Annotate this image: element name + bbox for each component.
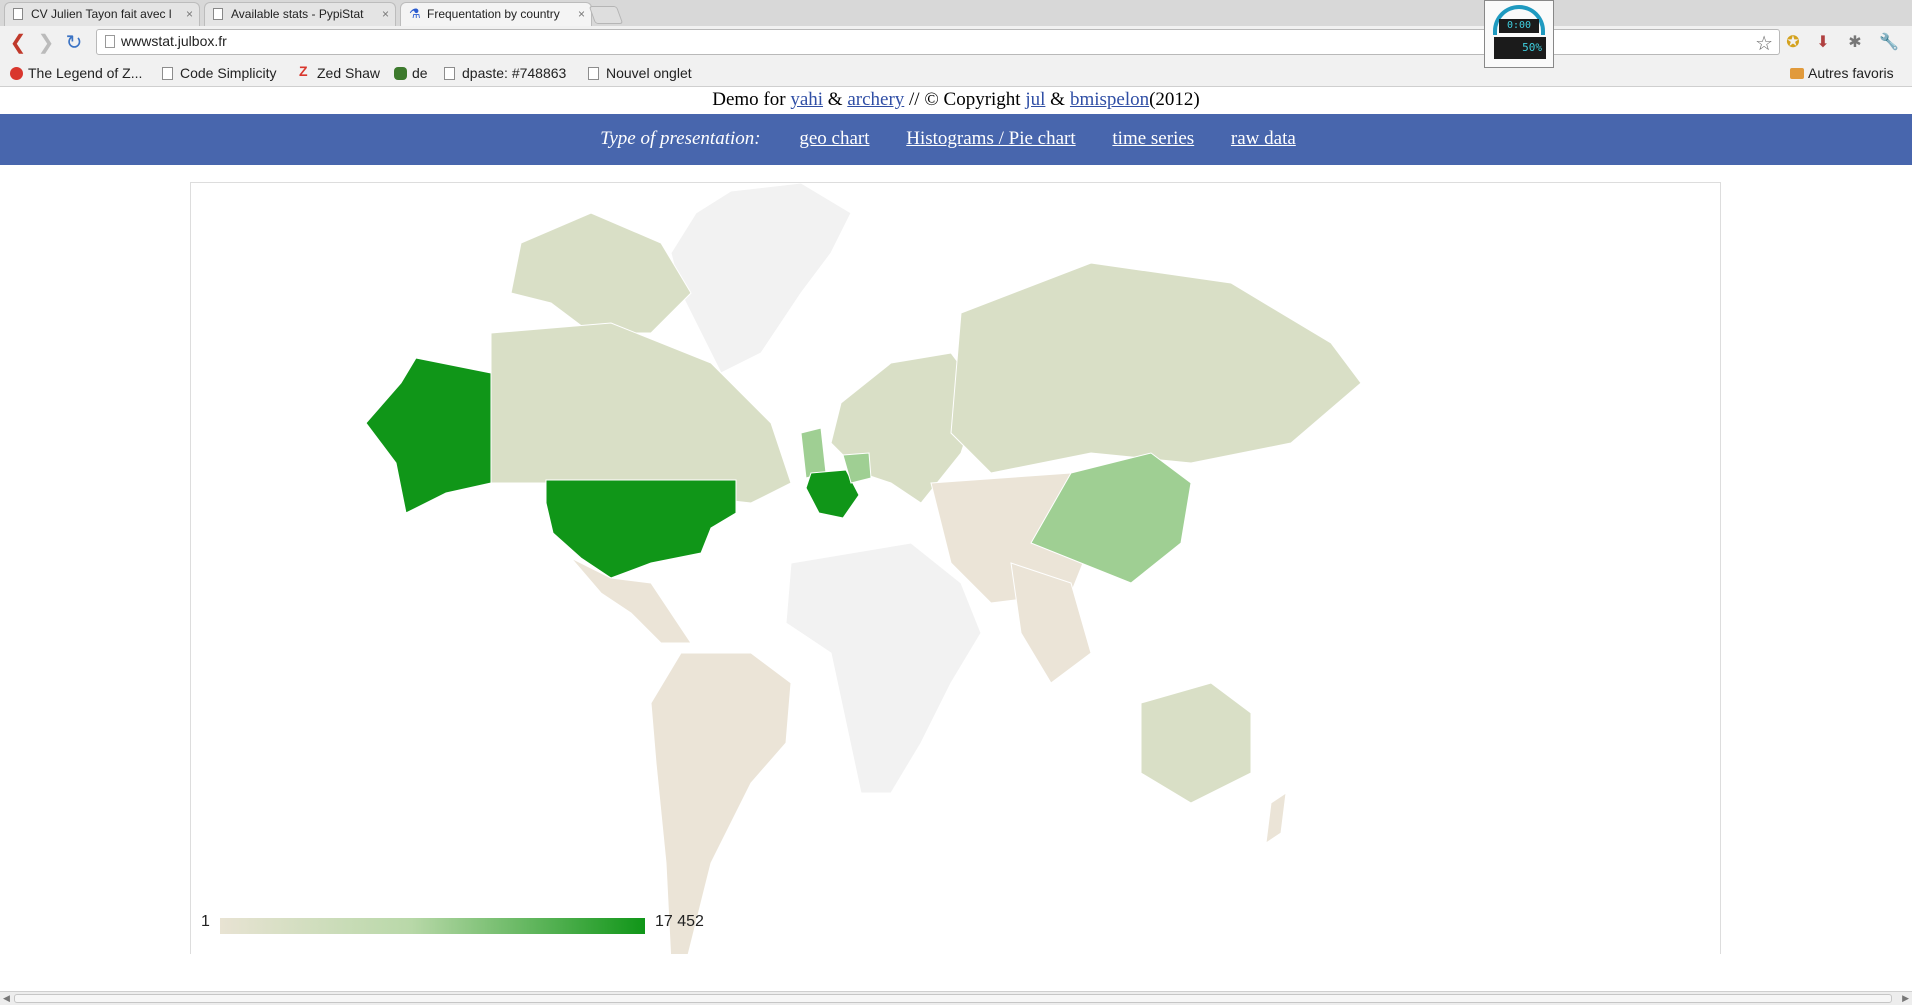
- bookmark-legend-of-zelda[interactable]: The Legend of Z...: [10, 63, 142, 83]
- bookmark-de[interactable]: de: [394, 63, 428, 83]
- bmispelon-link[interactable]: bmispelon: [1069, 89, 1150, 110]
- page-icon: [588, 67, 599, 80]
- demo-prefix: Demo for: [712, 89, 786, 110]
- jul-link[interactable]: jul: [1025, 89, 1046, 110]
- nav-time-series[interactable]: time series: [1112, 128, 1195, 149]
- page-icon: [162, 67, 173, 80]
- ampersand: &: [1050, 89, 1065, 110]
- nav-geo-chart[interactable]: geo chart: [799, 128, 870, 149]
- page-icon: [213, 8, 223, 20]
- tab-title: Frequentation by country: [427, 7, 560, 21]
- bookmark-nouvel-onglet[interactable]: Nouvel onglet: [588, 63, 692, 83]
- de-icon: [394, 67, 407, 80]
- presentation-nav: Type of presentation: geo chart Histogra…: [0, 114, 1912, 165]
- tab-strip: CV Julien Tayon fait avec l × Available …: [0, 0, 1912, 26]
- country-germany[interactable]: [842, 452, 872, 484]
- reload-icon[interactable]: ↻: [65, 32, 83, 54]
- copyright-text: // © Copyright: [909, 89, 1021, 110]
- page-icon: [13, 8, 23, 20]
- country-usa[interactable]: [545, 479, 737, 579]
- speed-percent: 50%: [1494, 37, 1546, 59]
- yahi-link[interactable]: yahi: [790, 89, 824, 110]
- bug-icon[interactable]: ✱: [1848, 34, 1862, 51]
- country-canada-islands[interactable]: [510, 212, 692, 334]
- scroll-left-icon[interactable]: ◀: [3, 993, 10, 1003]
- ampersand: &: [827, 89, 843, 110]
- legend-min: 1: [201, 913, 210, 930]
- country-mexico[interactable]: [570, 557, 692, 644]
- nav-raw-data[interactable]: raw data: [1230, 128, 1296, 149]
- archery-link[interactable]: archery: [847, 89, 905, 110]
- country-france[interactable]: [805, 469, 860, 519]
- bookmark-label: de: [412, 65, 428, 81]
- legend-color-scale: [220, 918, 645, 934]
- back-icon[interactable]: ❮: [9, 32, 27, 54]
- page-icon: [444, 67, 455, 80]
- country-alaska[interactable]: [365, 357, 492, 514]
- page-icon: [105, 35, 115, 48]
- demo-header: Demo for yahi & archery // © Copyright j…: [0, 89, 1912, 111]
- tab-title: Available stats - PypiStat: [231, 7, 364, 21]
- download-icon[interactable]: ⬇: [1816, 34, 1830, 51]
- tab-pypistat[interactable]: Available stats - PypiStat ×: [204, 2, 396, 26]
- country-india[interactable]: [1010, 562, 1092, 684]
- bookmark-label: Zed Shaw: [317, 65, 381, 81]
- country-africa[interactable]: [785, 542, 982, 794]
- country-south-america[interactable]: [650, 652, 792, 954]
- star-icon[interactable]: ☆: [1755, 33, 1773, 55]
- page-content: Demo for yahi & archery // © Copyright j…: [0, 87, 1912, 992]
- scrollbar-thumb[interactable]: [14, 994, 1892, 1003]
- bookmark-zed-shaw[interactable]: Z Zed Shaw: [299, 63, 380, 83]
- tab-frequentation[interactable]: ⚗ Frequentation by country ×: [400, 2, 592, 26]
- legend-max: 17 452: [655, 913, 704, 930]
- url-text[interactable]: wwwstat.julbox.fr: [121, 33, 227, 49]
- extension-icon[interactable]: ✪: [1786, 34, 1800, 51]
- close-icon[interactable]: ×: [185, 7, 193, 21]
- bookmarks-bar: The Legend of Z... Code Simplicity Z Zed…: [0, 60, 1912, 86]
- new-tab-button[interactable]: [588, 6, 624, 24]
- country-new-zealand[interactable]: [1265, 791, 1287, 845]
- speed-widget[interactable]: 0:00 50%: [1484, 0, 1554, 68]
- country-russia[interactable]: [950, 262, 1362, 474]
- close-icon[interactable]: ×: [381, 7, 389, 21]
- country-uk[interactable]: [800, 427, 827, 479]
- bookmark-label: Code Simplicity: [180, 65, 277, 81]
- bookmark-dpaste[interactable]: dpaste: #748863: [444, 63, 566, 83]
- other-bookmarks[interactable]: Autres favoris: [1790, 63, 1894, 83]
- country-australia[interactable]: [1140, 682, 1252, 804]
- toolbar: ❮ ❯ ↻ wwwstat.julbox.fr ☆ ✪ ⬇ ✱ 🔧: [0, 26, 1912, 60]
- other-bookmarks-label: Autres favoris: [1808, 65, 1894, 81]
- close-icon[interactable]: ×: [577, 7, 585, 21]
- bookmark-code-simplicity[interactable]: Code Simplicity: [162, 63, 276, 83]
- speed-readout: 0:00: [1499, 19, 1539, 33]
- nav-histograms[interactable]: Histograms / Pie chart: [906, 128, 1076, 149]
- world-map[interactable]: [191, 183, 1721, 954]
- geo-chart[interactable]: [190, 182, 1721, 954]
- horizontal-scrollbar[interactable]: ◀ ▶: [0, 991, 1912, 1005]
- bookmark-label: dpaste: #748863: [462, 65, 567, 81]
- country-greenland[interactable]: [670, 183, 852, 374]
- tab-title: CV Julien Tayon fait avec l: [31, 7, 172, 21]
- wrench-icon[interactable]: 🔧: [1879, 34, 1899, 51]
- country-canada[interactable]: [490, 322, 792, 504]
- year-text: (2012): [1149, 89, 1200, 110]
- bookmark-label: The Legend of Z...: [28, 65, 143, 81]
- flask-icon: ⚗: [409, 6, 421, 21]
- zed-icon: Z: [299, 63, 308, 79]
- browser-chrome: CV Julien Tayon fait avec l × Available …: [0, 0, 1912, 87]
- gauge-icon: [1493, 5, 1545, 35]
- scroll-right-icon[interactable]: ▶: [1902, 993, 1909, 1003]
- forward-icon[interactable]: ❯: [37, 32, 55, 54]
- folder-icon: [1790, 68, 1804, 79]
- nav-label: Type of presentation:: [600, 128, 761, 149]
- zelda-icon: [10, 67, 23, 80]
- country-china[interactable]: [1030, 452, 1192, 584]
- bookmark-label: Nouvel onglet: [606, 65, 692, 81]
- tab-cv[interactable]: CV Julien Tayon fait avec l ×: [4, 2, 200, 26]
